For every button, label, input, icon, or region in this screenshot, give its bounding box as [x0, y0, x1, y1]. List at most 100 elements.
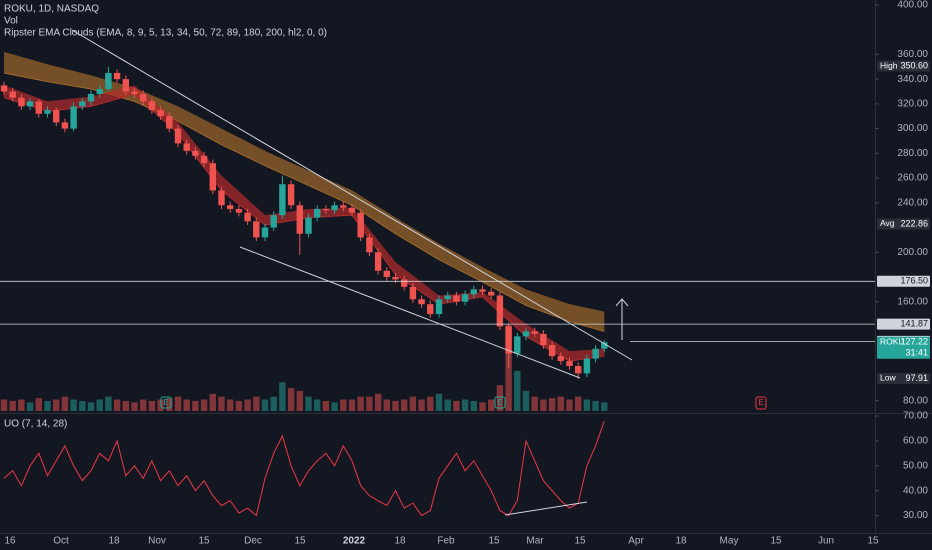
earnings-marker[interactable]: E	[758, 398, 763, 407]
level-tag	[877, 372, 930, 384]
candle-body	[444, 295, 451, 300]
volume-bar	[79, 400, 86, 411]
y-tick-label: 340.00	[897, 74, 928, 85]
volume-bar	[548, 398, 556, 411]
candle-body	[575, 366, 582, 374]
volume-bar	[401, 399, 408, 411]
level-name: High	[880, 60, 898, 70]
candle-body	[26, 101, 34, 107]
volume-bar	[35, 398, 42, 411]
candle-body	[113, 72, 121, 80]
trendline	[239, 246, 581, 379]
level-value: 127.22	[900, 337, 928, 347]
candle-body	[522, 331, 530, 337]
candle-body	[374, 252, 382, 271]
volume-bar	[601, 402, 608, 411]
volume-bar	[44, 400, 51, 411]
candle-body	[401, 279, 408, 287]
volume-bar	[53, 399, 60, 411]
level-value: 176.50	[900, 276, 928, 286]
volume-bar	[200, 399, 208, 411]
level-tag	[877, 275, 930, 287]
uo-line	[3, 420, 605, 517]
volume-bar	[522, 390, 530, 411]
volume-bar	[244, 399, 251, 411]
candle-body	[9, 91, 16, 98]
candle-body	[314, 208, 321, 218]
y-tick-label: 70.00	[903, 411, 928, 422]
earnings-icon[interactable]	[494, 396, 506, 409]
arrow-head	[615, 298, 629, 307]
volume-bar	[435, 393, 443, 411]
candle-body	[227, 205, 234, 209]
volume-bar	[592, 400, 599, 411]
volume-bar	[9, 400, 16, 411]
x-tick-label: 2022	[343, 536, 366, 547]
earnings-marker[interactable]: E	[163, 398, 168, 407]
candle-body	[496, 295, 504, 327]
x-tick-label: 15	[198, 536, 210, 547]
candle-body	[409, 286, 417, 300]
volume-bar	[0, 399, 8, 411]
candle-body	[348, 207, 356, 213]
candle-body	[174, 128, 182, 144]
volume-bar	[496, 385, 504, 411]
volume-bar	[470, 400, 477, 411]
ema-cloud	[4, 51, 605, 332]
y-tick-label: 160.00	[897, 296, 928, 307]
volume-bar	[61, 396, 69, 411]
level-tag	[877, 60, 930, 72]
candle-body	[183, 143, 190, 151]
indicator-label: Ripster EMA Clouds (EMA, 8, 9, 5, 13, 34…	[4, 28, 327, 39]
candle-body	[244, 212, 251, 222]
volume-bar	[18, 399, 25, 411]
trendline	[71, 29, 633, 361]
level-value: 97.91	[905, 373, 928, 383]
x-tick-label: Dec	[244, 536, 262, 547]
y-tick-label: 300.00	[897, 123, 928, 134]
volume-bar	[340, 399, 347, 411]
volume-bar	[305, 396, 312, 411]
volume-bar	[209, 393, 216, 411]
candle-body	[53, 110, 60, 123]
volume-bar	[418, 399, 425, 411]
y-tick-label: 40.00	[903, 485, 928, 496]
candle-body	[514, 336, 521, 354]
volume-bar	[270, 396, 277, 411]
candle-body	[296, 205, 303, 234]
candle-body	[435, 299, 443, 315]
volume-bar	[583, 399, 591, 411]
volume-bar	[192, 400, 199, 411]
volume-bar	[531, 396, 538, 411]
candle-body	[209, 163, 216, 191]
candle-body	[157, 110, 164, 117]
level-tag	[877, 336, 930, 359]
volume-bar	[479, 402, 486, 411]
candle-body	[218, 190, 225, 206]
x-tick-label: 15	[574, 536, 586, 547]
candle-body	[479, 289, 486, 292]
candle-body	[70, 106, 77, 129]
earnings-icon[interactable]	[160, 396, 172, 409]
candle-body	[140, 93, 147, 102]
volume-bar	[87, 402, 95, 411]
volume-bar	[70, 399, 77, 411]
x-tick-label: Mar	[526, 536, 544, 547]
symbol-title: ROKU, 1D, NASDAQ	[4, 4, 99, 15]
x-tick-label: Oct	[53, 536, 69, 547]
volume-bar	[26, 402, 34, 411]
earnings-icon[interactable]	[755, 396, 767, 410]
candle-body	[166, 116, 173, 129]
earnings-marker[interactable]: E	[497, 398, 502, 407]
volume-bar	[166, 398, 173, 411]
candle-body	[461, 294, 469, 302]
volume-bar	[557, 396, 564, 411]
volume-bar	[140, 399, 147, 411]
volume-bar	[453, 400, 460, 411]
x-tick-label: 18	[108, 536, 120, 547]
candle-body	[331, 205, 338, 211]
candle-body	[583, 358, 591, 374]
candle-body	[427, 304, 434, 315]
